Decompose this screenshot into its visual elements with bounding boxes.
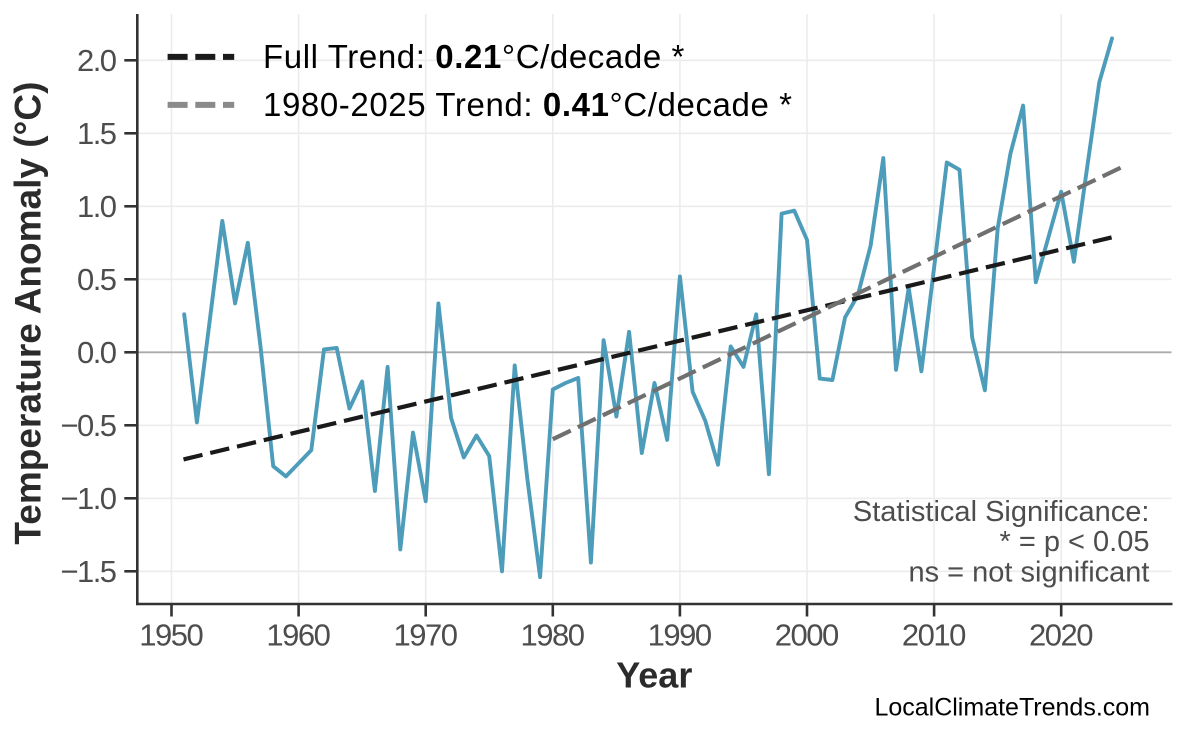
svg-text:1.0: 1.0	[77, 189, 117, 224]
svg-text:2020: 2020	[1029, 618, 1094, 653]
svg-text:Year: Year	[616, 654, 692, 695]
svg-text:LocalClimateTrends.com: LocalClimateTrends.com	[874, 694, 1150, 722]
svg-text:2010: 2010	[902, 618, 967, 653]
svg-text:−1.0: −1.0	[61, 481, 118, 516]
svg-text:1990: 1990	[648, 618, 713, 653]
svg-text:1.5: 1.5	[77, 116, 117, 151]
svg-text:* = p < 0.05: * = p < 0.05	[1000, 526, 1150, 558]
svg-text:1980: 1980	[521, 618, 586, 653]
svg-text:0.0: 0.0	[77, 335, 117, 370]
svg-text:−0.5: −0.5	[61, 408, 118, 443]
svg-text:1960: 1960	[266, 618, 331, 653]
svg-text:0.5: 0.5	[77, 262, 117, 297]
svg-text:ns = not significant: ns = not significant	[908, 557, 1149, 589]
svg-text:Temperature Anomaly (°C): Temperature Anomaly (°C)	[8, 82, 49, 545]
svg-text:2.0: 2.0	[77, 43, 117, 78]
svg-text:−1.5: −1.5	[61, 554, 118, 589]
svg-text:2000: 2000	[775, 618, 840, 653]
svg-text:1970: 1970	[393, 618, 458, 653]
svg-text:1950: 1950	[139, 618, 204, 653]
svg-text:Statistical Significance:: Statistical Significance:	[853, 496, 1150, 528]
svg-text:1980-2025 Trend: 0.41°C/decade: 1980-2025 Trend: 0.41°C/decade *	[263, 86, 793, 123]
svg-text:Full Trend: 0.21°C/decade *: Full Trend: 0.21°C/decade *	[263, 38, 685, 75]
